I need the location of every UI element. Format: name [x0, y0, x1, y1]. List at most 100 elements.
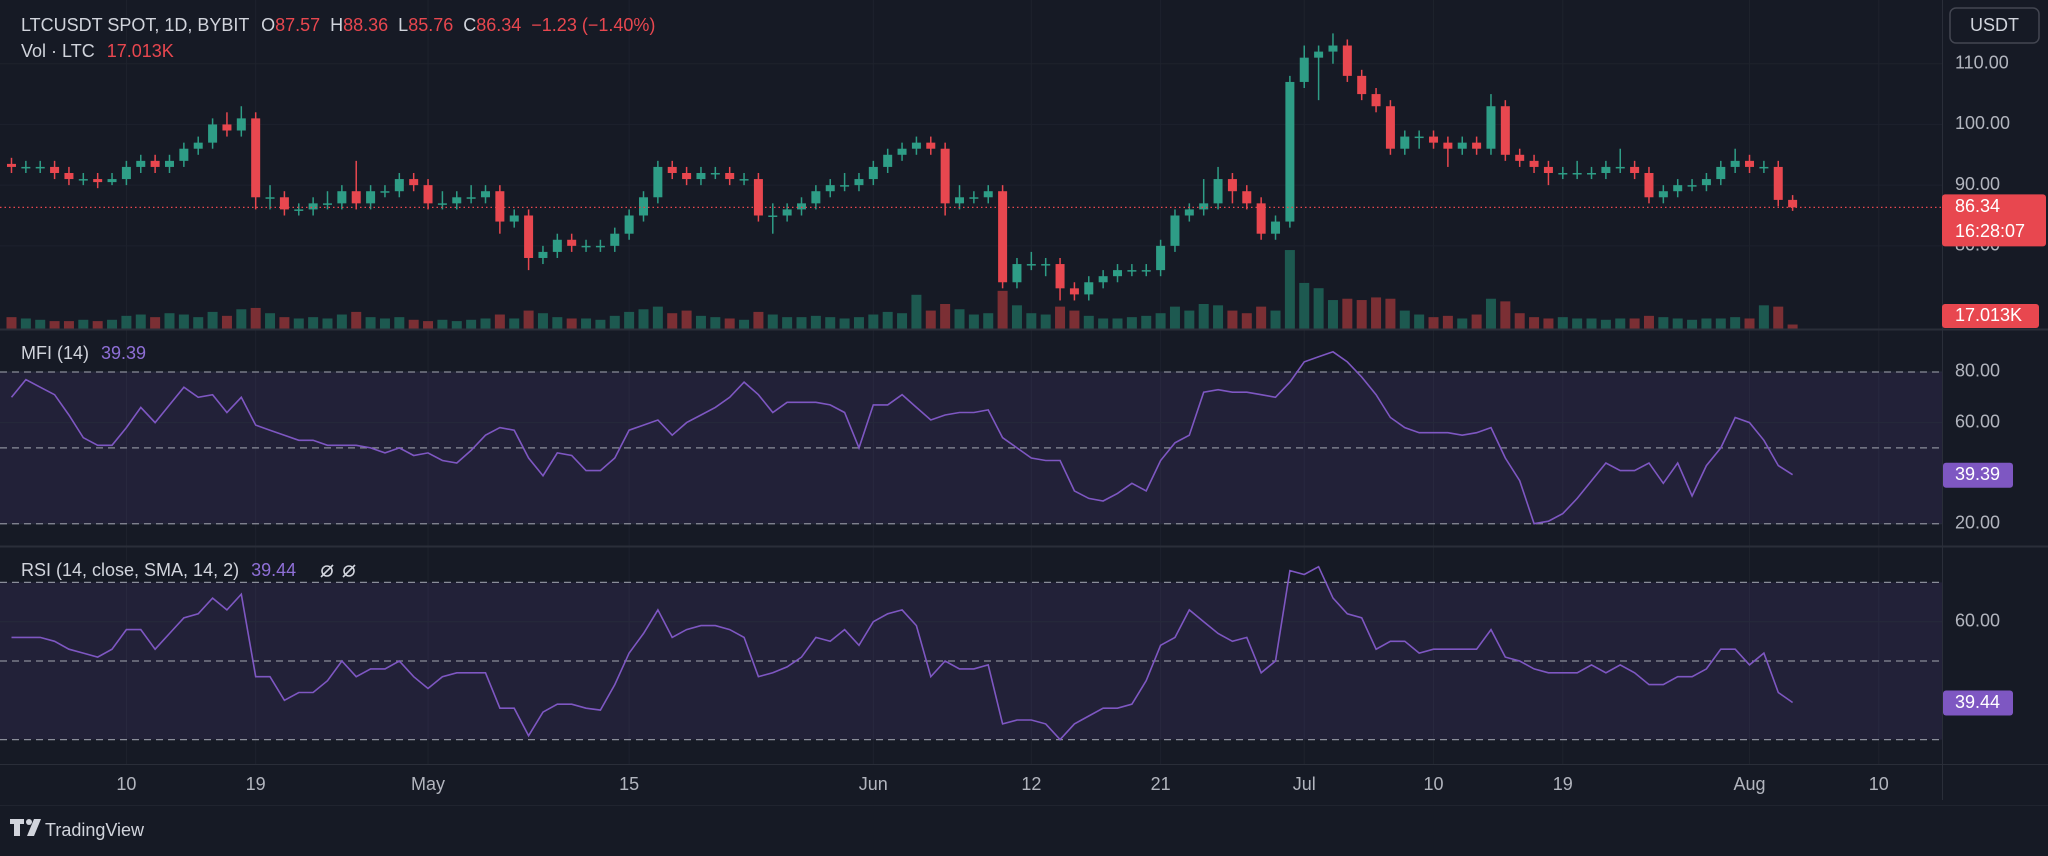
mfi-legend: MFI (14) 39.39: [21, 343, 146, 363]
candle-body: [1227, 179, 1237, 192]
volume-bar: [1514, 313, 1525, 329]
y-tick-label: 80.00: [1955, 361, 2000, 381]
candle-body: [1328, 45, 1338, 52]
volume-bar: [178, 314, 189, 329]
volume-bar: [236, 309, 247, 329]
candle-body: [753, 179, 763, 216]
rsi-value: 39.44: [251, 560, 296, 580]
candle-body: [1141, 270, 1151, 272]
y-tick-label: 60.00: [1955, 411, 2000, 431]
volume-bar: [379, 318, 390, 329]
volume-bar: [164, 313, 175, 329]
volume-bar: [1687, 319, 1698, 329]
x-grid: [125, 0, 1880, 764]
volume-bar: [1428, 317, 1439, 329]
volume-bar: [882, 311, 893, 329]
volume-bar: [1557, 317, 1568, 329]
candle-body: [1745, 160, 1755, 167]
candle-body: [1314, 51, 1324, 58]
y-tick-label: 100.00: [1955, 113, 2010, 133]
candle-body: [682, 172, 692, 180]
x-tick-label: Jun: [859, 774, 888, 794]
candle-body: [1486, 106, 1496, 149]
candle-body: [208, 124, 218, 143]
candle-body: [667, 166, 677, 173]
candle-body: [1113, 270, 1123, 277]
candle-body: [1630, 166, 1640, 173]
volume-bar: [667, 313, 678, 329]
hidden-icons[interactable]: [320, 564, 356, 578]
volume-bar: [1500, 301, 1511, 329]
candle-body: [107, 179, 117, 183]
candle-body: [1385, 106, 1395, 149]
volume-bar: [1371, 297, 1382, 329]
candle-body: [1055, 264, 1065, 289]
candle-body: [854, 179, 864, 186]
candle-body: [1285, 81, 1295, 222]
candle-body: [380, 191, 390, 193]
candle-body: [222, 124, 232, 131]
candle-body: [150, 160, 160, 167]
level-band: [0, 371, 1942, 524]
volume-bar: [753, 311, 764, 329]
x-tick-label: 21: [1151, 774, 1171, 794]
x-tick-label: Aug: [1734, 774, 1766, 794]
candle-body: [1199, 203, 1209, 210]
volume-bar: [796, 317, 807, 329]
volume-bar: [1342, 298, 1353, 329]
volume-bar: [480, 318, 491, 329]
candle-body: [811, 191, 821, 204]
volume-bar: [250, 307, 261, 329]
volume-bar: [710, 317, 721, 329]
candle-body: [797, 203, 807, 210]
volume-bar: [78, 319, 89, 329]
candle-body: [1271, 221, 1281, 234]
volume-title: Vol · LTC: [21, 41, 95, 61]
volume-bar: [265, 313, 276, 329]
x-tick-label: 12: [1021, 774, 1041, 794]
badges: 86.34 16:28:07 17.013K 39.39 39.44: [1942, 194, 2046, 716]
volume-bar: [739, 319, 750, 329]
volume-bar: [968, 314, 979, 329]
candle-body: [351, 191, 361, 204]
candle-body: [567, 239, 577, 246]
volume-bar: [925, 310, 936, 329]
volume-bar: [351, 311, 362, 329]
volume-bar: [1098, 318, 1109, 329]
brand-name[interactable]: TradingView: [45, 820, 145, 840]
candle-body: [265, 197, 275, 199]
volume-bar: [1270, 310, 1281, 329]
indicator-badge: [1943, 690, 2013, 716]
candle-body: [653, 166, 663, 198]
rsi-legend: RSI (14, close, SMA, 14, 2) 39.44: [21, 560, 296, 580]
y-tick-label: 20.00: [1955, 512, 2000, 532]
volume-bar: [1457, 318, 1468, 329]
volume-bar: [940, 303, 951, 329]
candle-body: [955, 197, 965, 204]
ohlc-label: C: [463, 15, 476, 35]
volume-bar: [193, 317, 204, 329]
currency-label[interactable]: USDT: [1970, 15, 2019, 35]
currency-button[interactable]: USDT: [1949, 7, 2040, 44]
rsi-pane: [0, 565, 1942, 741]
volume-bar: [1485, 298, 1496, 329]
volume-bar: [1256, 306, 1267, 329]
candle-body: [193, 142, 203, 149]
ohlc-label: O: [261, 15, 275, 35]
candle-body: [969, 197, 979, 199]
volume-bar: [1141, 315, 1152, 329]
candle-body: [883, 154, 893, 167]
volume-bar: [20, 318, 31, 329]
candle-body: [696, 172, 706, 180]
volume-bar: [1126, 317, 1137, 329]
candle-body: [1500, 106, 1510, 155]
volume-legend: Vol · LTC 17.013K: [21, 41, 174, 61]
volume-bar: [1299, 282, 1310, 329]
last-price-badge: [1942, 194, 2046, 247]
brand-logo[interactable]: [10, 819, 41, 836]
volume-bar: [221, 315, 232, 329]
candle-body: [1773, 166, 1783, 200]
candle-body: [1673, 185, 1683, 192]
volume-bar: [609, 315, 620, 329]
